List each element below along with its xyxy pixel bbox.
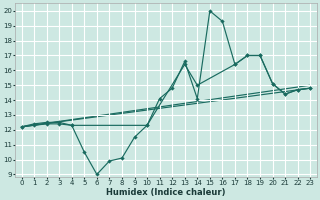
X-axis label: Humidex (Indice chaleur): Humidex (Indice chaleur) <box>106 188 226 197</box>
